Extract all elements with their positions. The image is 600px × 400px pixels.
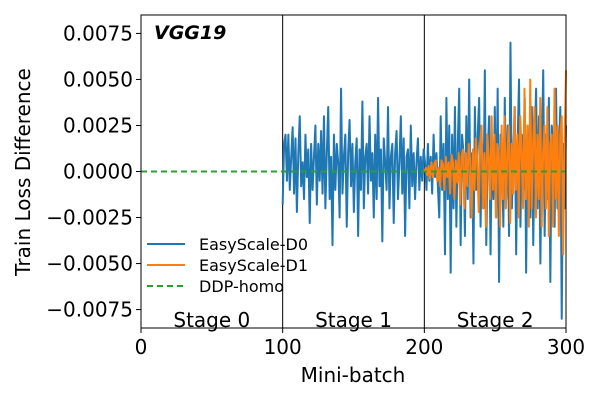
y-tick-label: −0.0075 bbox=[46, 298, 133, 322]
chart-title: VGG19 bbox=[154, 22, 226, 44]
legend: EasyScale-D0 EasyScale-D1 DDP-homo bbox=[147, 235, 308, 296]
y-tick-label: 0.0000 bbox=[63, 160, 133, 184]
x-tick-label: 200 bbox=[405, 335, 443, 359]
legend-label-1: EasyScale-D1 bbox=[199, 256, 308, 275]
y-tick-label: −0.0025 bbox=[46, 206, 133, 230]
legend-label-0: EasyScale-D0 bbox=[199, 235, 308, 254]
series-line-easyscale-d0 bbox=[281, 41, 567, 320]
series-lines bbox=[141, 41, 567, 320]
legend-label-2: DDP-homo bbox=[199, 277, 284, 296]
y-tick-label: 0.0075 bbox=[63, 21, 133, 45]
x-tick-label: 300 bbox=[547, 335, 585, 359]
x-tick-label: 0 bbox=[135, 335, 148, 359]
axis-ticks: 0 100 200 300 −0.0075 −0.0050 −0.0025 0.0000 0.0… bbox=[46, 21, 585, 359]
stage-label-2: Stage 2 bbox=[457, 308, 534, 332]
x-axis-label: Mini-batch bbox=[301, 363, 406, 387]
series-line-easyscale-d1 bbox=[423, 70, 567, 256]
y-tick-label: 0.0025 bbox=[63, 113, 133, 137]
stage-label-1: Stage 1 bbox=[315, 308, 392, 332]
stage-label-0: Stage 0 bbox=[173, 308, 250, 332]
y-tick-label: −0.0050 bbox=[46, 252, 133, 276]
y-axis-label: Train Loss Difference bbox=[11, 68, 35, 277]
y-tick-label: 0.0050 bbox=[63, 67, 133, 91]
x-tick-label: 100 bbox=[264, 335, 302, 359]
stage-labels: Stage 0 Stage 1 Stage 2 bbox=[173, 308, 533, 332]
